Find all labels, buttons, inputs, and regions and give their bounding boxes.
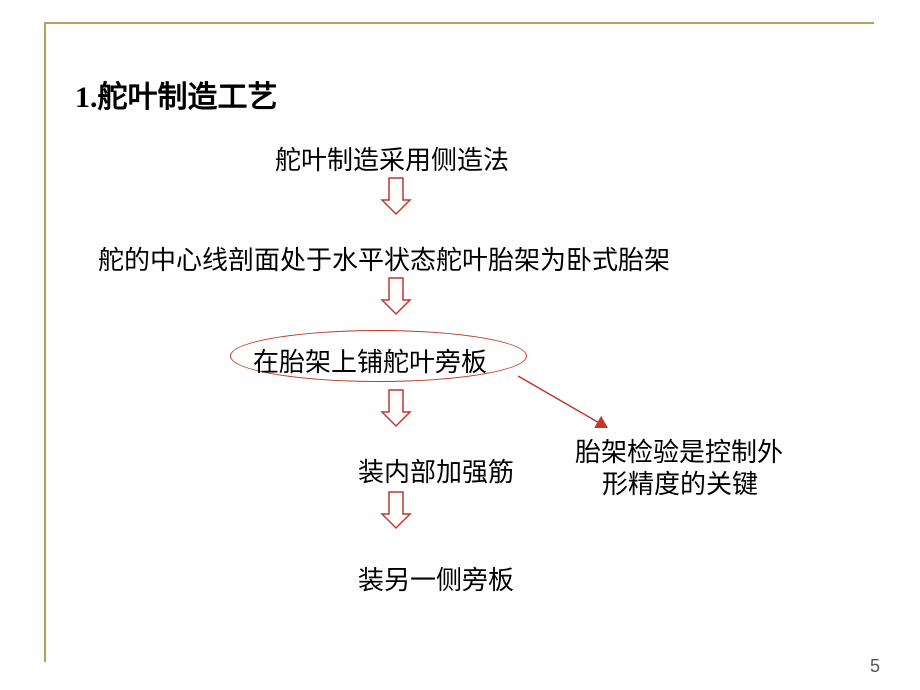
flow-node-1: 舵叶制造采用侧造法 — [275, 140, 509, 177]
page-title: 1.舵叶制造工艺 — [75, 72, 278, 116]
annotation-line-2: 形精度的关键 — [602, 464, 758, 501]
flow-node-4: 装内部加强筋 — [358, 452, 514, 489]
flow-node-2: 舵的中心线剖面处于水平状态舵叶胎架为卧式胎架 — [98, 240, 670, 277]
slide-border-top — [44, 22, 874, 24]
page-number: 5 — [870, 656, 880, 677]
slide-border-left — [44, 22, 46, 662]
flow-node-3: 在胎架上铺舵叶旁板 — [253, 342, 487, 379]
flow-node-5: 装另一侧旁板 — [358, 560, 514, 597]
